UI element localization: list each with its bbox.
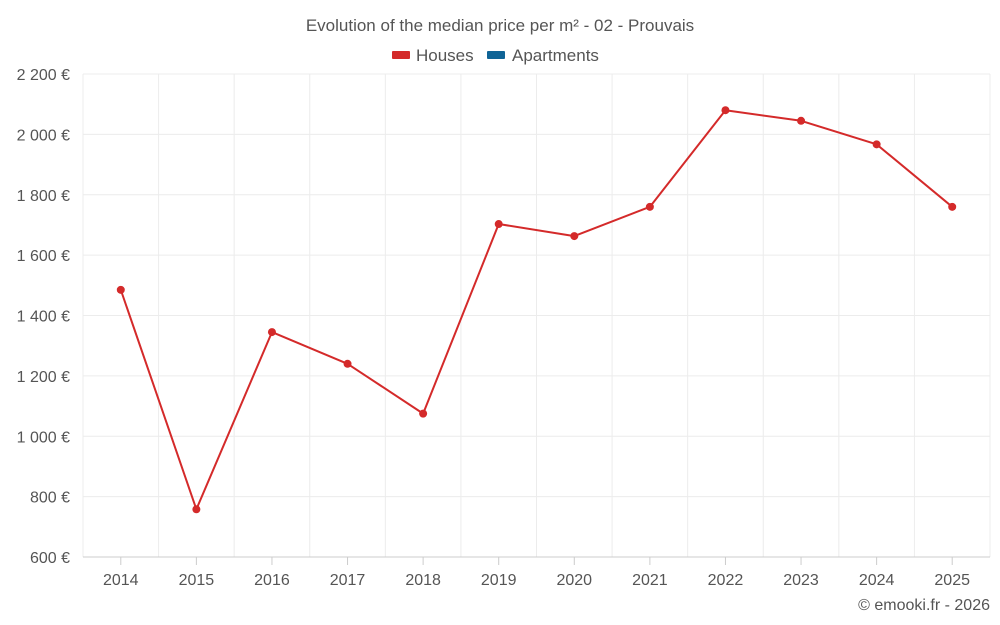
y-tick-label: 1 200 € (17, 369, 70, 386)
y-tick-label: 800 € (30, 490, 70, 507)
x-tick-label: 2017 (330, 572, 366, 589)
y-axis-ticks: 600 € 800 € 1 000 € 1 200 € 1 400 € 1 600 € 1 … (17, 67, 70, 567)
x-tick-label: 2024 (859, 572, 895, 589)
legend-label-apartments: Apartments (512, 46, 599, 65)
series (116, 106, 957, 514)
legend-swatch-apartments (487, 51, 505, 59)
y-tick-label: 2 000 € (17, 127, 70, 144)
data-point-houses-2020[interactable] (570, 232, 579, 241)
legend-swatch-houses (392, 51, 410, 59)
x-tick-label: 2025 (934, 572, 970, 589)
x-tick-label: 2018 (405, 572, 441, 589)
y-tick-label: 1 400 € (17, 309, 70, 326)
y-tick-label: 600 € (30, 550, 70, 567)
credit-text: © emooki.fr - 2026 (858, 597, 990, 614)
data-point-houses-2017[interactable] (343, 359, 352, 368)
data-point-houses-2018[interactable] (419, 409, 428, 418)
data-point-houses-2015[interactable] (192, 505, 201, 514)
y-tick-label: 1 000 € (17, 429, 70, 446)
x-tick-label: 2021 (632, 572, 668, 589)
chart-title: Evolution of the median price per m² - 0… (306, 16, 694, 35)
data-point-houses-2022[interactable] (721, 106, 730, 115)
legend-item-apartments[interactable]: Apartments (487, 46, 599, 65)
legend-item-houses[interactable]: Houses (392, 46, 474, 65)
legend-label-houses: Houses (416, 46, 474, 65)
x-tick-label: 2016 (254, 572, 290, 589)
x-tick-label: 2023 (783, 572, 819, 589)
y-tick-label: 1 600 € (17, 248, 70, 265)
data-point-houses-2021[interactable] (645, 202, 654, 211)
x-tick-label: 2022 (708, 572, 744, 589)
data-point-houses-2024[interactable] (872, 140, 881, 149)
x-tick-label: 2020 (556, 572, 592, 589)
data-point-houses-2016[interactable] (267, 328, 276, 337)
y-tick-label: 2 200 € (17, 67, 70, 84)
data-point-houses-2023[interactable] (797, 116, 806, 125)
data-point-houses-2019[interactable] (494, 220, 503, 229)
x-tick-label: 2019 (481, 572, 517, 589)
data-point-houses-2025[interactable] (948, 202, 957, 211)
x-tick-label: 2014 (103, 572, 139, 589)
series-line-houses (119, 109, 953, 511)
grid (82, 73, 991, 557)
data-point-houses-2014[interactable] (116, 285, 125, 294)
y-tick-label: 1 800 € (17, 188, 70, 205)
legend: Houses Apartments (392, 46, 599, 65)
x-tick-label: 2015 (179, 572, 215, 589)
x-axis-ticks: 2014 2015 2016 2017 2018 2019 2020 2021 2022 2023… (103, 557, 970, 589)
